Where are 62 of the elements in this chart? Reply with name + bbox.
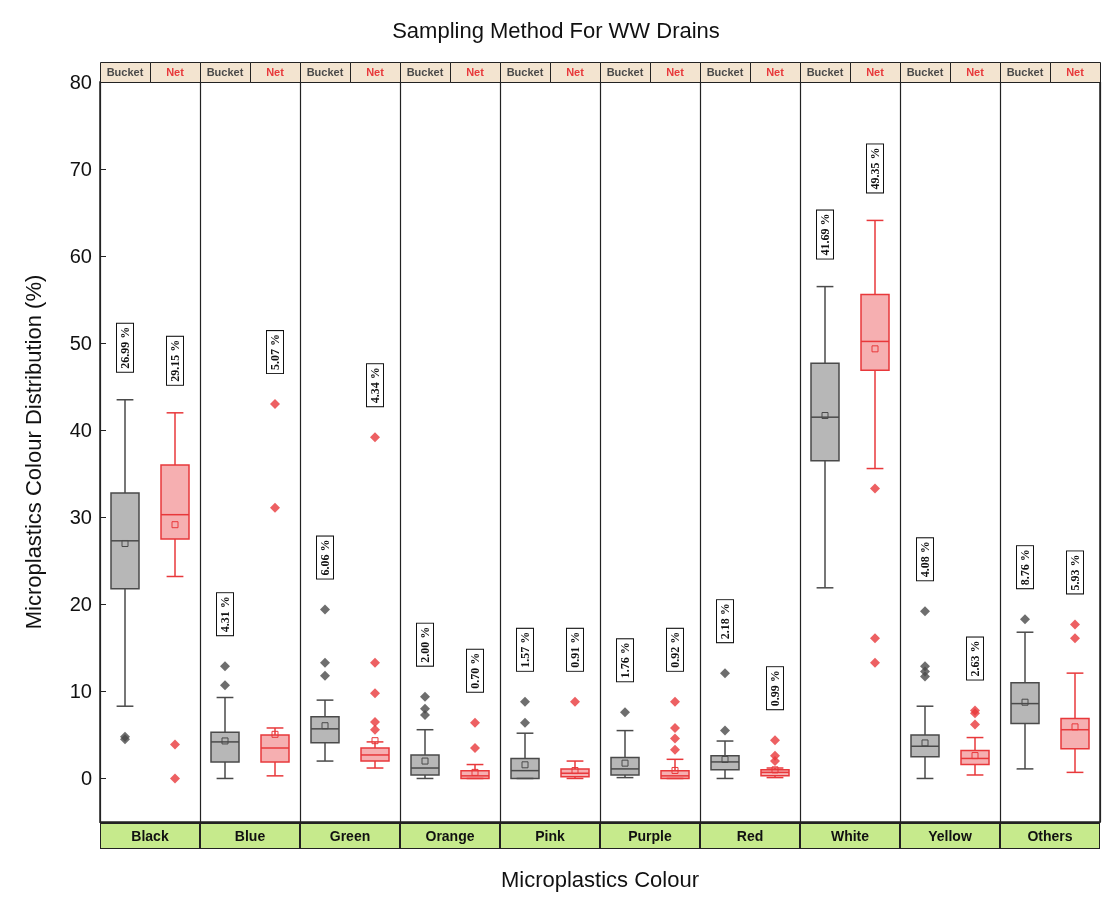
text: 1.76 % bbox=[618, 642, 632, 679]
x-tick-label: Blue bbox=[234, 828, 266, 844]
text: Net bbox=[266, 66, 284, 78]
text: 4.31 % bbox=[218, 596, 232, 633]
text: 0.92 % bbox=[668, 631, 682, 668]
y-tick-label: 60 bbox=[69, 245, 92, 268]
y-axis-title: Microplastics Colour Distribution (%) bbox=[20, 274, 46, 630]
text: 0.99 % bbox=[768, 670, 782, 707]
x-tick-label: Orange bbox=[425, 828, 475, 844]
x-tick-label: Purple bbox=[628, 828, 672, 844]
text: Net bbox=[1066, 66, 1084, 78]
y-tick-label: 70 bbox=[69, 158, 92, 181]
chart-title: Sampling Method For WW Drains bbox=[392, 17, 720, 43]
text: 2.00 % bbox=[418, 626, 432, 663]
text: Bucket bbox=[506, 66, 544, 78]
text: Net bbox=[766, 66, 784, 78]
text: 4.08 % bbox=[918, 541, 932, 578]
x-tick-label: Green bbox=[329, 828, 371, 844]
y-tick-label: 40 bbox=[69, 419, 92, 442]
text: Net bbox=[466, 66, 484, 78]
x-tick-label: Others bbox=[1027, 828, 1073, 844]
text: Bucket bbox=[206, 66, 244, 78]
text: Bucket bbox=[806, 66, 844, 78]
text: 4.34 % bbox=[368, 367, 382, 404]
y-tick-label: 30 bbox=[69, 506, 92, 529]
text: Net bbox=[366, 66, 384, 78]
text: Bucket bbox=[906, 66, 944, 78]
y-tick-label: 20 bbox=[69, 593, 92, 616]
text: Bucket bbox=[606, 66, 644, 78]
text: 5.93 % bbox=[1068, 554, 1082, 591]
text: Net bbox=[966, 66, 984, 78]
x-tick-label: Pink bbox=[535, 828, 565, 844]
text: 0.91 % bbox=[568, 631, 582, 668]
text: Net bbox=[166, 66, 184, 78]
text: 26.99 % bbox=[118, 326, 132, 369]
text: Bucket bbox=[106, 66, 144, 78]
text: Bucket bbox=[706, 66, 744, 78]
x-tick-label: Red bbox=[736, 828, 764, 844]
text: 2.18 % bbox=[718, 603, 732, 640]
text: Bucket bbox=[306, 66, 344, 78]
x-axis-title: Microplastics Colour bbox=[500, 866, 700, 892]
text: 1.57 % bbox=[518, 631, 532, 668]
x-tick-label: White bbox=[830, 828, 870, 844]
text: Bucket bbox=[406, 66, 444, 78]
x-tick-label: Yellow bbox=[928, 828, 972, 844]
text: Net bbox=[666, 66, 684, 78]
y-tick-label: 80 bbox=[69, 71, 92, 93]
y-tick-label: 50 bbox=[69, 332, 92, 355]
text: 6.06 % bbox=[318, 539, 332, 576]
text: 5.07 % bbox=[268, 334, 282, 371]
text: 41.69 % bbox=[818, 213, 832, 256]
text: 8.76 % bbox=[1018, 549, 1032, 586]
text: 49.35 % bbox=[868, 147, 882, 190]
text: Net bbox=[866, 66, 885, 78]
text: 29.15 % bbox=[168, 339, 182, 382]
text: 2.63 % bbox=[968, 640, 982, 677]
x-tick-label: Black bbox=[131, 828, 169, 844]
y-tick-label: 10 bbox=[69, 680, 92, 703]
text: 0.70 % bbox=[468, 652, 482, 689]
y-tick-label: 0 bbox=[80, 767, 92, 790]
text: Bucket bbox=[1006, 66, 1044, 78]
text: Net bbox=[566, 66, 584, 78]
